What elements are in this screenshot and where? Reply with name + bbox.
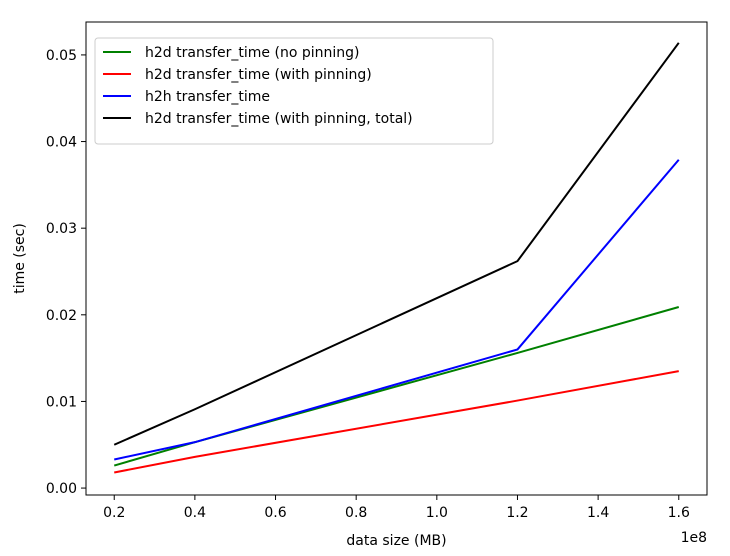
y-tick-label: 0.05: [46, 48, 77, 64]
x-axis: 0.2 0.4 0.6 0.8 1.0 1.2 1.4 1.6: [103, 495, 690, 521]
y-axis: 0.00 0.01 0.02 0.03 0.04 0.05: [46, 48, 86, 497]
x-tick-label: 0.2: [103, 505, 125, 521]
y-tick-label: 0.03: [46, 221, 77, 237]
series-line-1: [113, 306, 680, 467]
x-tick-label: 1.4: [587, 505, 609, 521]
x-tick-label: 0.8: [345, 505, 367, 521]
legend-entry-label: h2d transfer_time (with pinning): [145, 67, 372, 83]
legend-box: [94, 37, 494, 145]
plot-area: [113, 42, 680, 474]
x-tick-label: 0.6: [264, 505, 286, 521]
x-tick-label: 1.2: [506, 505, 528, 521]
legend-entry-label: h2d transfer_time (with pinning, total): [145, 111, 413, 127]
y-tick-label: 0.04: [46, 135, 77, 151]
axes-frame: [85, 21, 708, 496]
legend-entry-label: h2h transfer_time: [145, 89, 270, 105]
x-axis-offset-label: 1e8: [681, 530, 707, 546]
y-tick-label: 0.02: [46, 308, 77, 324]
series-line-4: [113, 42, 680, 446]
x-axis-label: data size (MB): [346, 533, 446, 549]
y-tick-label: 0.00: [46, 481, 77, 497]
legend: h2d transfer_time (no pinning) h2d transf…: [94, 37, 494, 145]
series-line-3: [114, 159, 680, 461]
series-line-2: [114, 370, 679, 474]
y-axis-label: time (sec): [12, 223, 28, 294]
x-tick-label: 1.6: [668, 505, 690, 521]
y-tick-label: 0.01: [46, 394, 77, 410]
x-tick-label: 1.0: [426, 505, 448, 521]
legend-entry-label: h2d transfer_time (no pinning): [145, 45, 359, 61]
x-tick-label: 0.4: [184, 505, 206, 521]
